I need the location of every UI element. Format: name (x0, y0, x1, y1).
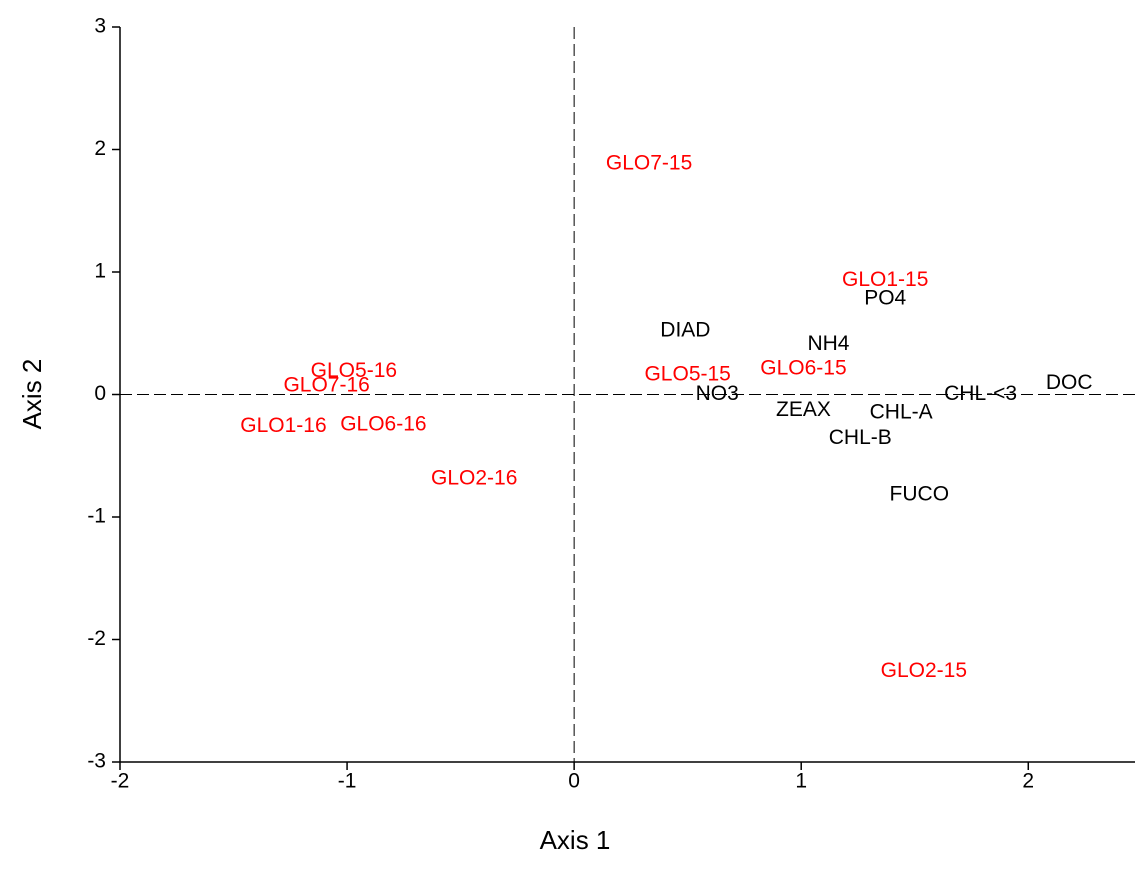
point-label: GLO2-15 (881, 659, 967, 682)
point-label: GLO1-16 (240, 414, 326, 437)
x-tick-label: -1 (338, 770, 357, 793)
x-tick-label: 2 (1022, 770, 1034, 793)
y-tick-label: 2 (94, 137, 106, 160)
point-label: CHL-<3 (944, 382, 1017, 405)
point-label: GLO6-16 (340, 413, 426, 436)
point-label: CHL-B (829, 426, 892, 449)
point-label: NO3 (696, 382, 739, 405)
point-label: DOC (1046, 371, 1093, 394)
point-label: GLO2-16 (431, 467, 517, 490)
point-label: FUCO (890, 482, 950, 505)
point-label: GLO7-16 (283, 373, 369, 396)
y-tick-label: 0 (94, 382, 106, 405)
x-tick-label: -2 (111, 770, 130, 793)
x-tick-label: 1 (795, 770, 807, 793)
point-label: DIAD (660, 318, 710, 341)
y-tick-label: -3 (87, 750, 106, 773)
point-label: GLO6-15 (760, 356, 846, 379)
point-label: GLO7-15 (606, 152, 692, 175)
x-tick-label: 0 (568, 770, 580, 793)
point-label: ZEAX (776, 398, 831, 421)
y-tick-label: -2 (87, 627, 106, 650)
y-axis-label: Axis 2 (17, 359, 47, 430)
point-label: NH4 (807, 332, 849, 355)
point-label: CHL-A (870, 400, 933, 423)
y-tick-label: 3 (94, 15, 106, 38)
point-label: GLO5-15 (644, 362, 730, 385)
point-label: GLO5-16 (311, 359, 397, 382)
point-label: PO4 (864, 286, 906, 309)
y-tick-label: -1 (87, 505, 106, 528)
point-label: GLO1-15 (842, 268, 928, 291)
x-axis-label: Axis 1 (540, 825, 611, 855)
y-tick-label: 1 (94, 260, 106, 283)
